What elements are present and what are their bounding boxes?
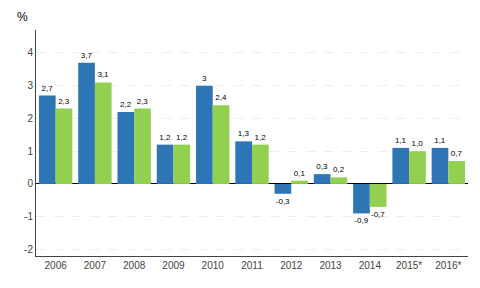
svg-text:3: 3 [202, 74, 207, 83]
svg-text:%: % [17, 10, 28, 24]
svg-text:2012: 2012 [280, 260, 303, 271]
svg-text:2010: 2010 [202, 260, 225, 271]
svg-text:2,7: 2,7 [41, 84, 53, 93]
svg-text:2007: 2007 [84, 260, 107, 271]
svg-text:0,7: 0,7 [451, 149, 463, 158]
svg-text:2008: 2008 [123, 260, 146, 271]
svg-text:1,2: 1,2 [159, 133, 171, 142]
svg-text:1,0: 1,0 [412, 139, 424, 148]
svg-text:2: 2 [27, 113, 33, 124]
svg-text:1,1: 1,1 [434, 136, 446, 145]
svg-text:2015*: 2015* [396, 260, 422, 271]
svg-text:3: 3 [27, 80, 33, 91]
svg-text:1,3: 1,3 [238, 129, 250, 138]
svg-text:-1: -1 [24, 211, 33, 222]
svg-text:-2: -2 [24, 244, 33, 255]
svg-text:4: 4 [27, 47, 33, 58]
svg-text:3,7: 3,7 [81, 51, 93, 60]
svg-text:-0,3: -0,3 [276, 197, 290, 206]
svg-text:0: 0 [27, 178, 33, 189]
svg-text:0,1: 0,1 [294, 169, 306, 178]
svg-text:2009: 2009 [162, 260, 185, 271]
svg-text:1,2: 1,2 [255, 133, 267, 142]
svg-text:1: 1 [27, 146, 33, 157]
svg-text:2011: 2011 [241, 260, 263, 271]
svg-text:0,2: 0,2 [333, 165, 345, 174]
svg-text:2006: 2006 [45, 260, 68, 271]
svg-text:2,4: 2,4 [215, 93, 227, 102]
svg-text:-0,9: -0,9 [354, 216, 368, 225]
svg-text:2013: 2013 [319, 260, 342, 271]
svg-text:0,3: 0,3 [316, 162, 328, 171]
svg-text:2016*: 2016* [435, 260, 461, 271]
svg-text:2014: 2014 [359, 260, 382, 271]
svg-text:-0,7: -0,7 [371, 210, 385, 219]
svg-text:2,3: 2,3 [137, 97, 149, 106]
svg-text:1,2: 1,2 [176, 133, 188, 142]
svg-text:2,2: 2,2 [120, 100, 132, 109]
svg-text:3,1: 3,1 [97, 70, 109, 79]
svg-text:2,3: 2,3 [58, 97, 70, 106]
svg-text:1,1: 1,1 [395, 136, 407, 145]
